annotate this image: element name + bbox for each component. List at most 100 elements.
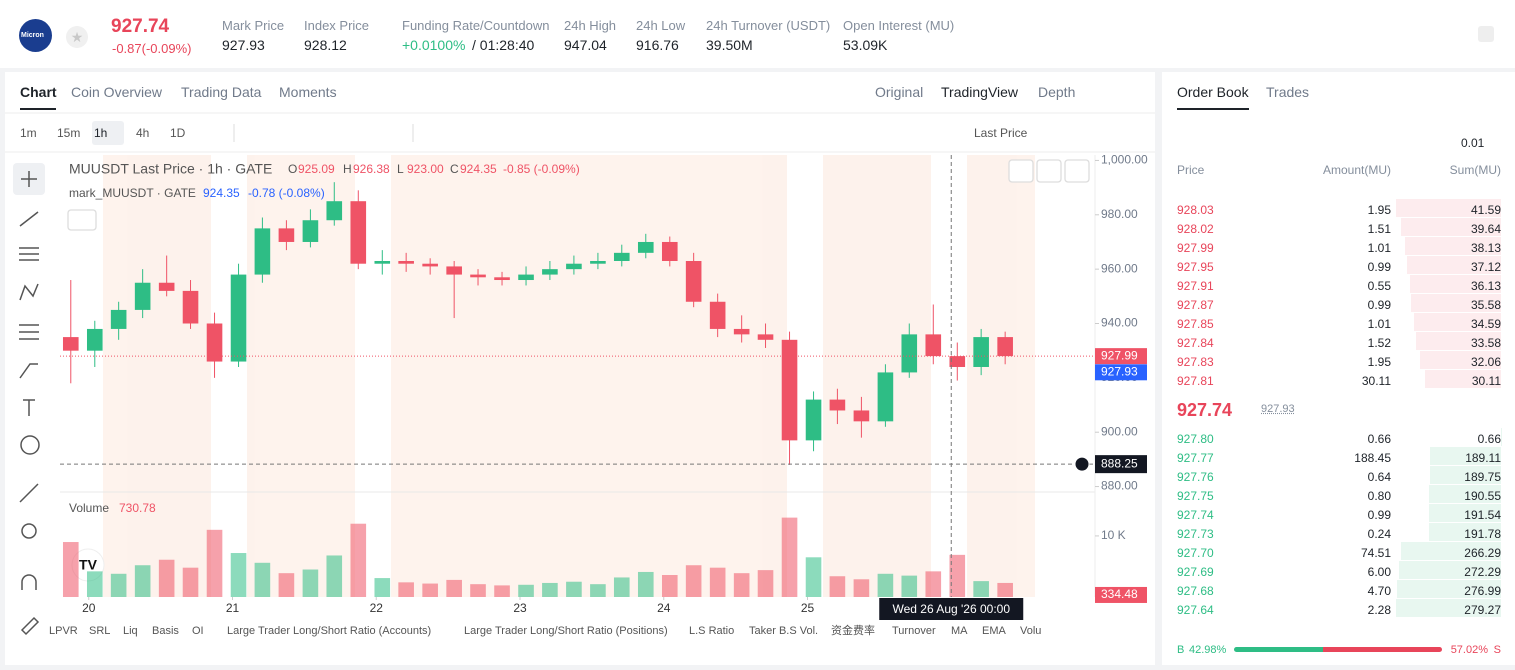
depth-bar xyxy=(1429,447,1501,465)
chart-controls xyxy=(67,159,1090,231)
volume-bar xyxy=(230,553,247,597)
y-tick-label: 1,000.00 xyxy=(1101,153,1148,167)
view-tab[interactable]: Depth xyxy=(1038,84,1076,100)
x-tick-label: 23 xyxy=(513,601,527,615)
maximize-button[interactable] xyxy=(1064,159,1090,183)
order-sum: 279.27 xyxy=(1464,603,1501,617)
tool-magnet[interactable] xyxy=(21,574,37,590)
volume-bar xyxy=(182,567,199,597)
volume-bar xyxy=(685,565,702,597)
legend-key: O xyxy=(288,162,297,176)
session-band xyxy=(823,155,931,597)
view-tab[interactable]: TradingView xyxy=(941,84,1019,100)
stat-label: 24h Low xyxy=(636,18,686,33)
interval[interactable]: 1m xyxy=(20,126,37,140)
indicator-tab[interactable]: EMA xyxy=(982,625,1007,637)
coin-logo xyxy=(19,19,52,52)
interval[interactable]: 1D xyxy=(170,126,186,140)
volume-legend-value: 730.78 xyxy=(119,501,156,515)
indicator-tab[interactable]: Large Trader Long/Short Ratio (Accounts) xyxy=(227,625,431,637)
candle-body xyxy=(182,290,199,324)
depth-bar xyxy=(1400,542,1501,560)
indicator-tab[interactable]: 资金费率 xyxy=(831,623,875,637)
step-select[interactable]: 0.01 xyxy=(1461,136,1485,150)
tool-emoji[interactable] xyxy=(20,435,40,455)
chart-tab[interactable]: Trading Data xyxy=(181,84,262,100)
candle-body xyxy=(422,263,438,267)
candle-body xyxy=(62,337,79,351)
tool-lines[interactable] xyxy=(19,247,39,261)
stat-value: 928.12 xyxy=(304,37,347,53)
candle-body xyxy=(254,228,271,275)
order-amount: 74.51 xyxy=(1360,546,1391,560)
order-amount: 0.99 xyxy=(1367,298,1391,312)
add-alert-button[interactable] xyxy=(1074,456,1090,472)
order-sum: 0.66 xyxy=(1477,432,1501,446)
volume-bar xyxy=(590,584,606,597)
last-price-label: 927.99 xyxy=(1101,348,1138,362)
indicator-tab[interactable]: Basis xyxy=(152,625,179,637)
stat-value: 927.93 xyxy=(222,37,265,53)
order-amount: 4.70 xyxy=(1367,584,1391,598)
chart-tab[interactable]: Coin Overview xyxy=(71,84,163,100)
indicator-tab[interactable]: Taker B.S Vol. xyxy=(749,625,818,637)
order-price: 927.84 xyxy=(1177,336,1214,350)
indicator-tab[interactable]: Volu xyxy=(1020,625,1041,637)
tool-text[interactable] xyxy=(23,399,35,416)
candle-body xyxy=(853,410,870,422)
volume-bar xyxy=(805,557,822,597)
price-source[interactable]: Last Price xyxy=(974,126,1028,140)
x-tick-label: 21 xyxy=(226,601,240,615)
tool-line[interactable] xyxy=(19,211,39,227)
indicator-tab[interactable]: Large Trader Long/Short Ratio (Positions… xyxy=(464,625,668,637)
volume-bar xyxy=(86,571,103,597)
menu-icon[interactable] xyxy=(1478,26,1494,42)
stat-label: Open Interest (MU) xyxy=(843,18,955,33)
tool-zoom[interactable] xyxy=(21,523,37,539)
order-book-tab[interactable]: Order Book xyxy=(1177,84,1249,100)
legend-toggle[interactable] xyxy=(67,209,97,231)
indicator-tab[interactable]: LPVR xyxy=(49,625,78,637)
indicator-tab[interactable]: Liq xyxy=(123,625,138,637)
sell-pct: 57.02% xyxy=(1450,644,1488,656)
candle-body xyxy=(398,260,414,264)
buy-label: B xyxy=(1177,644,1185,656)
chart-tab[interactable]: Moments xyxy=(279,84,337,100)
indicator-tab[interactable]: SRL xyxy=(89,625,110,637)
tool-fib[interactable] xyxy=(19,324,39,340)
tool-pattern[interactable] xyxy=(19,283,39,301)
indicator-tab[interactable]: L.S Ratio xyxy=(689,625,734,637)
order-sum: 33.58 xyxy=(1470,336,1501,350)
y-tick-label: 980.00 xyxy=(1101,207,1138,221)
tool-brush[interactable] xyxy=(19,363,38,379)
tool-pencil[interactable] xyxy=(20,616,40,636)
indicator-tab[interactable]: MA xyxy=(951,625,968,637)
order-amount: 1.51 xyxy=(1367,222,1391,236)
session-band xyxy=(391,155,787,597)
interval[interactable]: 1h xyxy=(94,126,108,140)
view-tab[interactable]: Original xyxy=(875,84,924,100)
indicator-tab[interactable]: Turnover xyxy=(892,625,936,637)
depth-bar xyxy=(1416,332,1501,350)
chart: TV 880.00900.00920.00940.00960.00980.001… xyxy=(5,112,1155,637)
tab-underline xyxy=(1177,108,1249,110)
top-bar: Micron ★ 927.74 -0.87(-0.09%) Mark Price… xyxy=(0,0,1515,68)
order-book-tab[interactable]: Trades xyxy=(1266,84,1310,100)
legend-title: MUUSDT Last Price · 1h · GATE xyxy=(69,161,272,177)
stat-value-2: / 01:28:40 xyxy=(472,37,535,53)
chart-tab[interactable]: Chart xyxy=(20,84,57,100)
stat-value: 53.09K xyxy=(843,37,888,53)
order-book-panel: Order Book Trades 0.01 Price Amount(MU) Sum(M… xyxy=(1162,72,1515,665)
depth-bar xyxy=(1411,294,1501,312)
order-price: 928.02 xyxy=(1177,222,1214,236)
order-sum: 41.59 xyxy=(1470,203,1501,217)
interval[interactable]: 4h xyxy=(136,126,150,140)
collapse-button[interactable] xyxy=(1036,159,1062,183)
interval[interactable]: 15m xyxy=(57,126,81,140)
indicator-tab[interactable]: OI xyxy=(192,625,204,637)
favorite-button[interactable]: ★ xyxy=(66,26,88,48)
crosshair-label: 888.25 xyxy=(1101,456,1138,470)
tool-ruler[interactable] xyxy=(19,483,39,503)
scroll-button[interactable] xyxy=(1008,159,1034,183)
volume-bar xyxy=(278,573,295,597)
